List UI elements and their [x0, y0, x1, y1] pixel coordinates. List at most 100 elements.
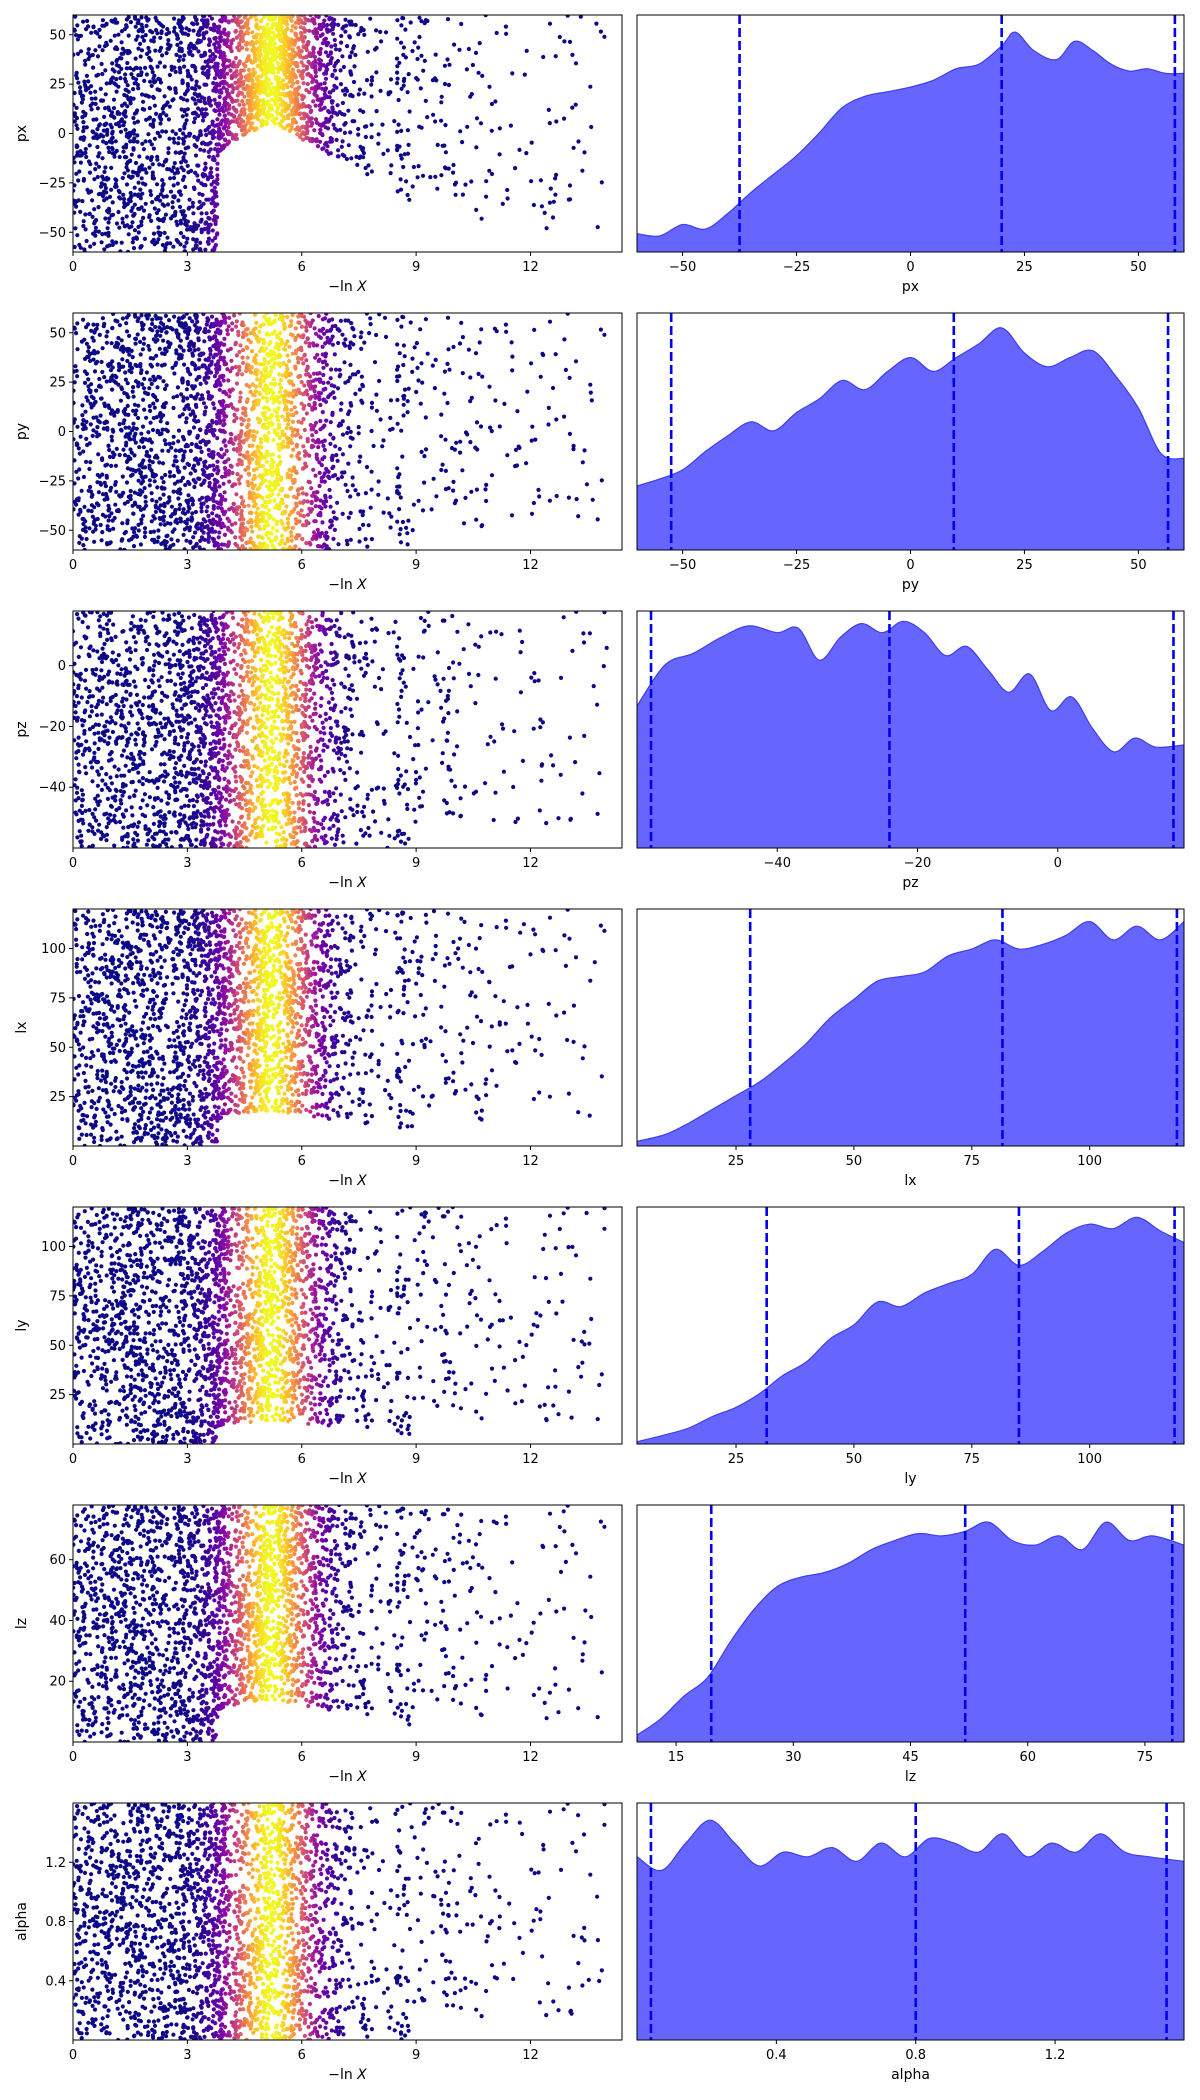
sample-point [582, 150, 587, 155]
sample-point [262, 106, 267, 111]
sample-point [155, 337, 160, 343]
sample-point [128, 175, 134, 180]
sample-point [85, 398, 90, 403]
sample-point [274, 116, 279, 121]
sample-point [230, 136, 235, 141]
sample-point [225, 348, 230, 353]
sample-point [148, 192, 154, 197]
sample-point [567, 39, 573, 45]
sample-point [308, 15, 313, 18]
sample-point [497, 126, 502, 131]
sample-point [227, 315, 232, 320]
sample-point [318, 127, 323, 132]
sample-point [92, 177, 97, 182]
sample-point [378, 88, 383, 93]
sample-point [403, 27, 408, 32]
sample-point [199, 54, 204, 59]
sample-point [172, 459, 177, 464]
sample-point [567, 431, 573, 436]
sample-point [214, 232, 220, 237]
sample-point [325, 144, 330, 149]
sample-point [161, 182, 166, 187]
sample-point [193, 101, 198, 106]
sample-point [141, 513, 146, 519]
sample-point [188, 227, 193, 232]
sample-point [231, 119, 236, 124]
sample-point [328, 61, 333, 66]
sample-point [155, 240, 160, 245]
sample-point [389, 514, 394, 519]
sample-point [287, 103, 292, 108]
sample-point [289, 126, 294, 131]
sample-point [598, 327, 604, 332]
sample-point [289, 534, 294, 539]
sample-point [264, 29, 269, 34]
sample-point [295, 80, 300, 85]
sample-point [245, 25, 250, 30]
sample-point [307, 28, 312, 33]
sample-point [241, 546, 246, 550]
sample-point [73, 183, 77, 188]
sample-point [125, 223, 130, 228]
sample-point [158, 121, 163, 126]
sample-point [109, 511, 114, 516]
sample-point [397, 351, 402, 356]
sample-point [412, 40, 417, 45]
sample-point [82, 135, 87, 140]
sample-point [338, 82, 344, 87]
sample-point [120, 474, 125, 479]
sample-point [211, 135, 216, 140]
sample-point [311, 99, 316, 104]
sample-point [319, 463, 324, 468]
sample-point [374, 28, 379, 33]
sample-point [117, 323, 122, 328]
sample-point [296, 510, 301, 516]
sample-point [275, 87, 280, 92]
sample-point [133, 16, 138, 21]
sample-point [529, 140, 534, 145]
sample-point [276, 76, 282, 81]
sample-point [160, 188, 165, 193]
sample-point [290, 433, 295, 438]
sample-point [73, 113, 78, 119]
sample-point [278, 477, 284, 482]
sample-point [86, 56, 91, 62]
sample-point [242, 94, 247, 99]
sample-point [362, 91, 367, 96]
sample-point [123, 72, 128, 77]
sample-point [156, 230, 161, 235]
sample-point [96, 229, 101, 234]
sample-point [258, 437, 264, 442]
sample-point [238, 445, 243, 450]
sample-point [277, 363, 283, 368]
sample-point [594, 21, 599, 26]
sample-point [98, 413, 103, 418]
sample-point [148, 377, 153, 382]
sample-point [196, 461, 201, 466]
sample-point [195, 94, 200, 99]
sample-point [209, 527, 214, 532]
sample-point [235, 86, 240, 91]
sample-point [350, 94, 355, 99]
sample-point [176, 136, 181, 141]
sample-point [79, 536, 84, 541]
sample-point [439, 94, 444, 99]
sample-point [133, 412, 138, 417]
sample-point [221, 38, 226, 43]
sample-point [174, 219, 179, 224]
sample-point [217, 43, 222, 49]
sample-point [207, 484, 212, 489]
sample-point [203, 165, 208, 171]
sample-point [119, 40, 124, 45]
sample-point [203, 161, 208, 166]
sample-point [250, 78, 255, 83]
sample-point [468, 375, 473, 380]
sample-point [94, 415, 99, 420]
sample-point [261, 15, 267, 19]
sample-point [362, 340, 367, 345]
sample-point [311, 30, 316, 36]
sample-point [176, 487, 182, 492]
sample-point [227, 479, 232, 484]
sample-point [202, 148, 207, 153]
sample-point [181, 131, 186, 136]
